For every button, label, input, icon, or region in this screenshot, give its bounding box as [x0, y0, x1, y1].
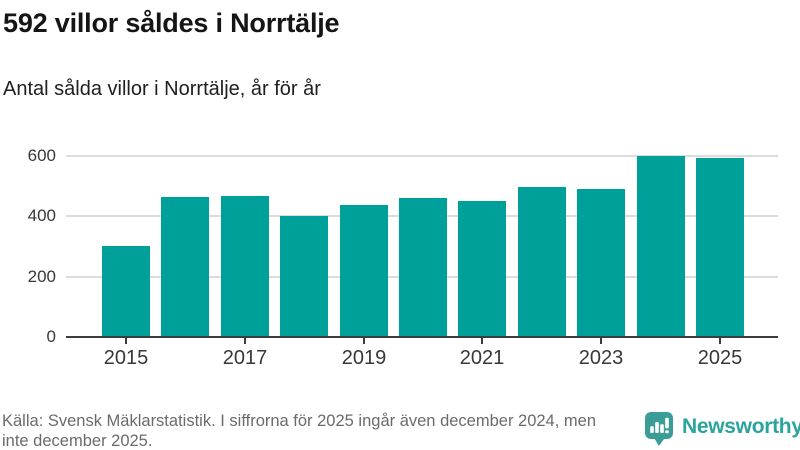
y-axis-label-200: 200 — [27, 267, 56, 286]
x-axis-label-2015: 2015 — [103, 347, 149, 369]
source-note: Källa: Svensk Mäklarstatistik. I siffror… — [2, 412, 662, 450]
gridline-600 — [66, 155, 778, 157]
source-note-line1: Källa: Svensk Mäklarstatistik. I siffror… — [2, 412, 596, 430]
x-axis-label-2025: 2025 — [697, 347, 743, 369]
source-note-line2: inte december 2025. — [2, 431, 153, 450]
bar-2024 — [637, 156, 685, 337]
x-axis-line — [66, 336, 778, 338]
bar-2017 — [221, 196, 269, 337]
chart-subtitle: Antal sålda villor i Norrtälje, år för å… — [3, 78, 321, 100]
bar-2021 — [458, 201, 506, 337]
bar-2020 — [399, 198, 447, 337]
y-axis-label-600: 600 — [27, 146, 56, 165]
bar-2015 — [102, 246, 150, 337]
bar-2025 — [696, 158, 744, 337]
brand-wordmark: Newsworthy — [682, 415, 800, 438]
newsworthy-speech-bubble-bar-chart-icon — [645, 412, 674, 450]
x-axis-tick-2021 — [481, 338, 483, 344]
y-axis-label-0: 0 — [46, 327, 56, 346]
x-axis-label-2023: 2023 — [578, 347, 624, 369]
bar-2022 — [518, 187, 566, 337]
page-title: 592 villor såldes i Norrtälje — [3, 8, 340, 38]
x-axis-label-2019: 2019 — [341, 347, 387, 369]
bar-2019 — [340, 205, 388, 337]
x-axis-label-2021: 2021 — [459, 347, 505, 369]
brand-logo: Newsworthy — [645, 412, 800, 450]
bar-2016 — [161, 197, 209, 337]
x-axis-tick-2017 — [244, 338, 246, 344]
x-axis-tick-2015 — [125, 338, 127, 344]
bar-2023 — [577, 189, 625, 337]
bar-2018 — [280, 216, 328, 337]
x-axis-label-2017: 2017 — [222, 347, 268, 369]
x-axis-tick-2025 — [719, 338, 721, 344]
x-axis-tick-2019 — [363, 338, 365, 344]
y-axis-label-400: 400 — [27, 206, 56, 225]
x-axis-tick-2023 — [600, 338, 602, 344]
